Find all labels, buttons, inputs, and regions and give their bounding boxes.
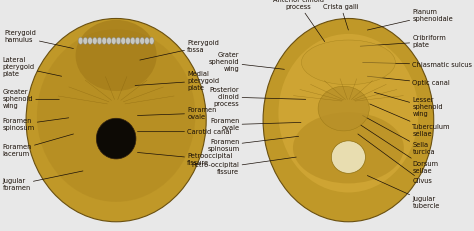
Ellipse shape [278,34,419,192]
Ellipse shape [301,40,395,85]
Ellipse shape [83,37,88,44]
Text: Jugular
tubercle: Jugular tubercle [367,176,440,209]
Text: Pterygoid
fossa: Pterygoid fossa [140,40,219,60]
Ellipse shape [78,37,83,44]
Ellipse shape [107,37,111,44]
Ellipse shape [111,37,116,44]
Ellipse shape [145,37,149,44]
Ellipse shape [92,37,97,44]
Text: Tuberculum
sellae: Tuberculum sellae [370,104,451,137]
Text: Sella
turcica: Sella turcica [363,116,435,155]
Ellipse shape [130,37,135,44]
Text: Foramen
spinosum: Foramen spinosum [2,118,69,131]
Ellipse shape [149,37,154,44]
Text: Grater
sphenoid
wing: Grater sphenoid wing [209,52,284,72]
Ellipse shape [102,37,107,44]
Ellipse shape [140,37,145,44]
Text: Dorsum
sellae: Dorsum sellae [360,125,438,174]
Ellipse shape [293,112,404,183]
Text: Posterior
clinoid
process: Posterior clinoid process [210,87,306,107]
Text: Optic canal: Optic canal [367,76,450,86]
Ellipse shape [96,118,136,159]
Text: Jugular
foramen: Jugular foramen [2,171,83,191]
Text: Medial
pterygoid
plate: Medial pterygoid plate [135,71,219,91]
Text: Planum
sphenoidale: Planum sphenoidale [367,9,453,30]
Ellipse shape [121,37,126,44]
Ellipse shape [88,37,92,44]
Ellipse shape [75,20,156,91]
Text: Foramen
ovale: Foramen ovale [137,107,217,120]
Text: Chiasmatic sulcus: Chiasmatic sulcus [363,62,473,68]
Ellipse shape [318,86,369,131]
Text: Clivus: Clivus [358,134,432,184]
Text: Greater
sphenoid
wing: Greater sphenoid wing [2,89,59,109]
Ellipse shape [97,37,102,44]
Text: Petro-occipital
fissure: Petro-occipital fissure [191,157,296,175]
Text: Crista galli: Crista galli [323,4,359,30]
Ellipse shape [263,18,434,222]
Text: Cribriform
plate: Cribriform plate [360,35,446,48]
Text: Lateral
pterygoid
plate: Lateral pterygoid plate [2,57,62,77]
Text: Anterior clinoid
process: Anterior clinoid process [273,0,325,42]
Text: Carotid canal: Carotid canal [137,129,232,135]
Text: Foramen
ovale: Foramen ovale [210,118,301,131]
Text: Foramen
lacerum: Foramen lacerum [2,134,73,157]
Text: Lesser
sphenoid
wing: Lesser sphenoid wing [374,92,443,117]
Ellipse shape [37,29,195,202]
Text: Petrooccipital
fissure: Petrooccipital fissure [137,152,232,166]
Ellipse shape [126,37,130,44]
Ellipse shape [26,18,206,222]
Ellipse shape [331,141,365,173]
Ellipse shape [135,37,140,44]
Ellipse shape [116,37,121,44]
Text: Foramen
spinosum: Foramen spinosum [207,136,299,152]
Text: Pterygoid
hamulus: Pterygoid hamulus [5,30,73,49]
